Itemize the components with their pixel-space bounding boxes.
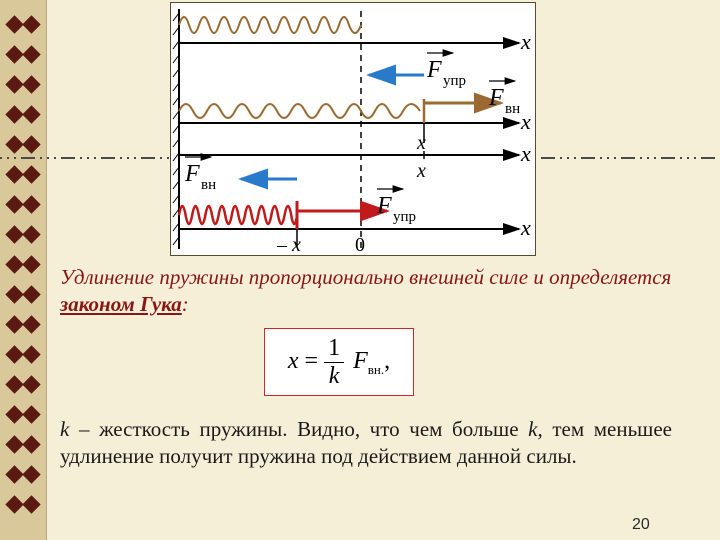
minus-x-label: – x bbox=[276, 234, 301, 255]
f-vn-sub-1: вн bbox=[505, 101, 520, 117]
f-vn-1: F bbox=[488, 85, 504, 111]
formula-F: F bbox=[353, 348, 368, 374]
zero-label: 0 bbox=[355, 234, 365, 255]
axis-label-1: x bbox=[520, 29, 531, 54]
formula-tail: , bbox=[384, 348, 390, 374]
f-upr-1: F bbox=[426, 57, 442, 83]
f-upr-sub-2: упр bbox=[393, 209, 416, 225]
x-pos-label-2: x bbox=[416, 160, 426, 182]
left-ribbon bbox=[0, 0, 47, 540]
f-vn-2: F bbox=[184, 161, 200, 187]
hooke-formula: x = 1 k Fвн., bbox=[264, 328, 414, 396]
f-upr-2: F bbox=[376, 193, 392, 219]
para1-post: : bbox=[182, 292, 189, 316]
para1-pre: Удлинение пружины пропорционально внешне… bbox=[60, 265, 671, 289]
x-pos-label: x bbox=[416, 132, 426, 154]
spring-diagram: x x x F упр F вн x x bbox=[170, 2, 536, 256]
formula-eq: = bbox=[299, 348, 325, 374]
hooke-law: законом Гука bbox=[60, 292, 182, 316]
axis-label-3: x bbox=[520, 215, 531, 240]
explanation-paragraph: k – жесткость пружины. Видно, что чем бо… bbox=[60, 416, 672, 470]
f-vn-sub-2: вн bbox=[201, 177, 216, 193]
para2-body: – жесткость пружины. Видно, что чем боль… bbox=[69, 417, 528, 441]
formula-num: 1 bbox=[324, 335, 344, 363]
page-number: 20 bbox=[632, 516, 650, 534]
formula-x: x bbox=[288, 348, 299, 374]
ribbon-pattern bbox=[5, 0, 41, 540]
axis-label-2b: x bbox=[520, 141, 531, 166]
formula-Fsub: вн. bbox=[368, 362, 384, 377]
f-upr-sub-1: упр bbox=[443, 73, 466, 89]
k-symbol-1: k bbox=[60, 417, 69, 441]
formula-den: k bbox=[324, 363, 344, 390]
axis-label-2: x bbox=[520, 109, 531, 134]
intro-paragraph: Удлинение пружины пропорционально внешне… bbox=[60, 264, 672, 318]
